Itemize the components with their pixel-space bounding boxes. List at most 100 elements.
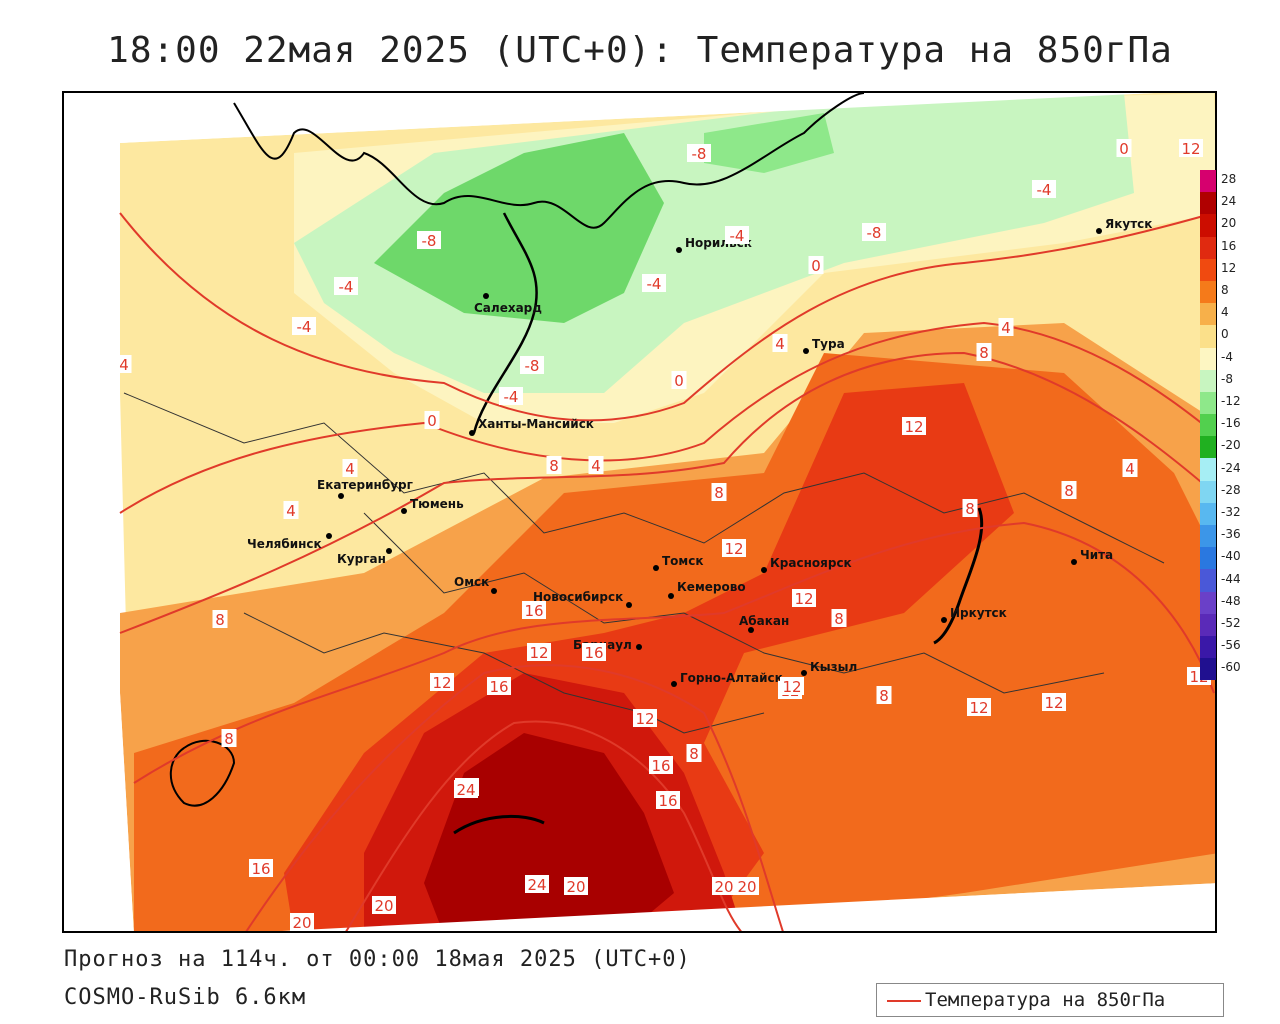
contour-label-background (967, 698, 991, 716)
contour-label: 8 (876, 686, 892, 705)
colorbar-tick: 24 (1221, 194, 1237, 209)
contour-label-background (1042, 693, 1066, 711)
contour-label-text: 12 (969, 699, 988, 717)
contour-label-text: 4 (1001, 319, 1011, 337)
contour-label-background (221, 729, 237, 747)
contour-label: -8 (417, 231, 441, 250)
contour-label-text: 12 (724, 540, 743, 558)
contour-label: 4 (588, 456, 604, 475)
contour-label: 0 (671, 371, 687, 390)
contour-label: 20 (372, 896, 396, 915)
isotherm-8 (119, 351, 1215, 634)
contour-label-background (722, 539, 746, 557)
colorbar-tick: -40 (1221, 549, 1241, 564)
contour-label-background (649, 756, 673, 774)
contour-label-text: 8 (879, 687, 889, 705)
contour-label: -4 (292, 317, 316, 336)
colorbar-swatch (1200, 569, 1216, 592)
contour-label-background (1032, 180, 1056, 198)
city-label: Чита (1080, 548, 1113, 562)
contour-label-background (1179, 139, 1203, 157)
contour-label-background (546, 456, 562, 474)
colorbar-swatch (1200, 391, 1216, 415)
colorbar-swatch (1200, 325, 1216, 348)
contour-label-background (430, 673, 454, 691)
contour-label-text: 8 (834, 610, 844, 628)
contour-label-background (642, 274, 666, 292)
colorbar-tick: 8 (1221, 283, 1229, 297)
city-marker (326, 533, 332, 539)
contour-label-background (520, 356, 544, 374)
colorbar-swatch (1200, 480, 1216, 503)
colorbar-swatch (1200, 414, 1216, 437)
colorbar-swatch (1200, 347, 1216, 370)
contour-label-text: -4 (730, 227, 745, 245)
contour-label: 12 (430, 673, 454, 692)
contour-label: 8 (962, 499, 978, 518)
contour-label-background (499, 387, 523, 405)
city-label: Томск (662, 554, 704, 568)
city-label: Горно-Алтайск (680, 671, 783, 685)
contour-label-text: 12 (432, 674, 451, 692)
contour-label-background (725, 226, 749, 244)
contour-label: 8 (686, 744, 702, 763)
colorbar-tick: -52 (1221, 616, 1241, 630)
colorbar-tick: -44 (1221, 571, 1241, 586)
contour-label: 8 (212, 610, 228, 629)
contour-label-text: 0 (674, 372, 684, 390)
legend-box: Температура на 850гПа (876, 983, 1224, 1017)
city-label: Тюмень (410, 497, 464, 511)
colorbar-tick: -56 (1221, 638, 1241, 653)
legend-label: Температура на 850гПа (925, 989, 1166, 1011)
caspian-coast (169, 739, 236, 807)
contour-label: 20 (735, 877, 759, 896)
contour-label-text: 0 (811, 257, 821, 275)
contour-label-text: 16 (524, 602, 543, 620)
contour-label: 12 (633, 709, 657, 728)
contour-label-text: 12 (1044, 694, 1063, 712)
contour-label-background (808, 256, 824, 274)
contour-label: 0 (1116, 139, 1132, 158)
contour-label-text: -8 (692, 145, 707, 163)
temperature-zone-cold-minus8 (374, 133, 664, 323)
isotherm-0 (119, 212, 1215, 422)
colorbar-tick: 20 (1221, 216, 1237, 231)
contour-label: 4 (998, 318, 1014, 337)
contour-label-background (487, 677, 511, 695)
contour-label: 8 (711, 483, 727, 502)
city-marker (668, 593, 674, 599)
contour-label-text: 4 (591, 457, 601, 475)
colorbar-tick: -32 (1221, 505, 1241, 519)
isotherm-4 (119, 321, 1215, 514)
contour-label-background (772, 334, 788, 352)
contour-label-background (283, 501, 299, 519)
contour-label-background (976, 343, 992, 361)
contour-label: 12 (1179, 139, 1203, 158)
colorbar-swatch (1200, 258, 1216, 281)
temperature-zone-cold-north (704, 113, 834, 173)
contour-label: -4 (499, 387, 523, 406)
city-label: Челябинск (247, 537, 322, 551)
contour-label-background (334, 277, 358, 295)
contour-label: 16 (582, 643, 606, 662)
contour-label: -8 (520, 356, 544, 375)
contour-label-background (711, 483, 727, 501)
city-marker (636, 644, 642, 650)
city-marker (386, 548, 392, 554)
isotherm-16 (245, 664, 784, 931)
city-marker (748, 627, 754, 633)
city-marker (676, 247, 682, 253)
contour-label-text: 24 (456, 781, 475, 799)
contour-label-text: -4 (297, 318, 312, 336)
contour-label-background (902, 417, 926, 435)
colorbar-tick: -60 (1221, 660, 1241, 675)
contour-label-text: 16 (584, 644, 603, 662)
contour-label: -4 (725, 226, 749, 245)
contour-label-background (522, 601, 546, 619)
city-label: Ханты-Мансийск (478, 417, 594, 431)
contour-label-background (290, 913, 314, 931)
city-label: Новосибирск (533, 590, 623, 604)
contour-label-background (831, 609, 847, 627)
contour-label-text: 0 (1119, 140, 1129, 158)
